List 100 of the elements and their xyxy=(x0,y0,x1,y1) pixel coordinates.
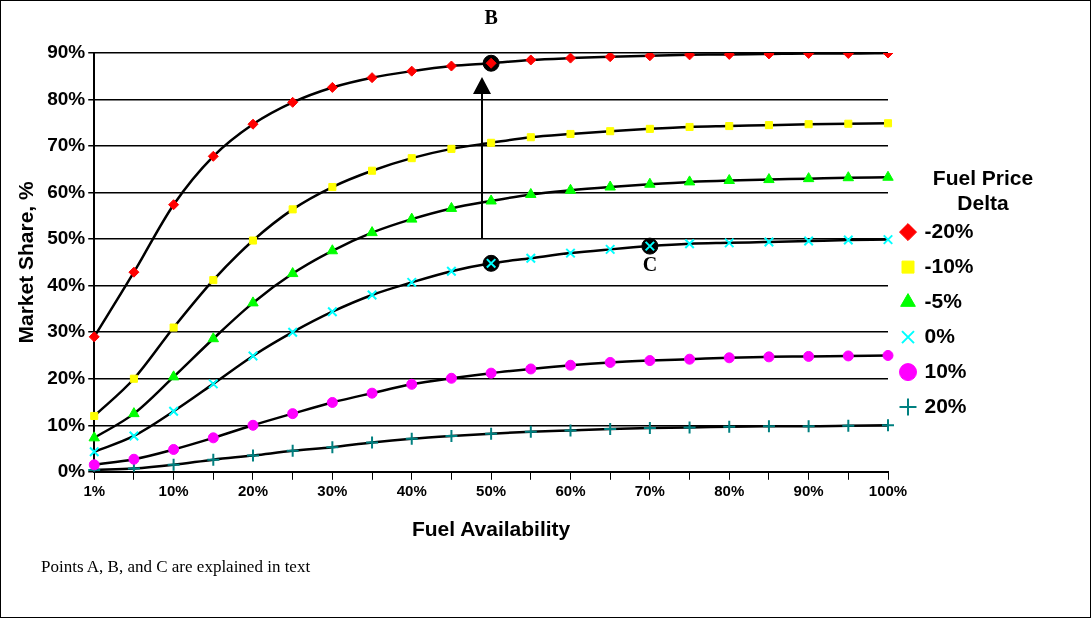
point xyxy=(484,426,499,441)
point xyxy=(881,418,895,433)
legend-title: Fuel Price Delta xyxy=(932,165,1034,214)
point xyxy=(406,65,418,77)
point xyxy=(841,418,856,433)
point xyxy=(366,387,378,399)
point xyxy=(326,244,339,255)
y-tick-label: 0% xyxy=(57,460,86,482)
point xyxy=(447,144,456,153)
point xyxy=(526,133,535,142)
point xyxy=(168,199,180,211)
point xyxy=(725,122,734,131)
point xyxy=(247,118,259,130)
point xyxy=(803,350,815,362)
point xyxy=(882,234,894,245)
point xyxy=(564,183,577,194)
point xyxy=(842,350,854,362)
point xyxy=(406,212,418,223)
point xyxy=(565,247,576,259)
point xyxy=(247,350,259,362)
point xyxy=(325,440,340,455)
point xyxy=(604,356,616,368)
point xyxy=(682,420,697,435)
legend-label: 20% xyxy=(924,393,967,417)
point xyxy=(683,175,696,186)
point xyxy=(90,411,99,420)
point xyxy=(326,81,338,93)
point xyxy=(128,453,140,465)
point xyxy=(406,277,417,288)
point xyxy=(645,124,654,133)
point xyxy=(128,430,140,442)
point xyxy=(247,296,259,307)
point xyxy=(206,452,221,467)
point xyxy=(564,359,576,371)
y-tick-label: 60% xyxy=(47,180,86,202)
point xyxy=(566,129,575,138)
point xyxy=(487,138,496,147)
point xyxy=(88,446,100,458)
point xyxy=(761,419,776,434)
x-tick-label: 30% xyxy=(317,481,348,499)
annotation: B xyxy=(484,6,498,29)
point xyxy=(167,370,180,381)
y-tick-label: 70% xyxy=(47,134,86,156)
point xyxy=(366,289,378,301)
point xyxy=(644,177,656,188)
point xyxy=(366,72,378,84)
point xyxy=(207,432,219,444)
point xyxy=(722,419,737,434)
point xyxy=(642,421,657,436)
y-tick-label: 90% xyxy=(47,41,86,63)
point xyxy=(802,172,815,183)
point xyxy=(604,244,616,255)
point xyxy=(844,119,853,128)
annotation: C xyxy=(642,253,658,276)
legend-label: -5% xyxy=(924,288,963,312)
point xyxy=(801,419,816,434)
y-tick-label: 30% xyxy=(47,320,86,342)
point xyxy=(763,173,775,184)
point xyxy=(445,60,457,72)
point xyxy=(525,252,537,264)
legend-label: -20% xyxy=(924,218,974,242)
point xyxy=(446,266,457,277)
point xyxy=(564,53,576,64)
point xyxy=(882,170,894,181)
point xyxy=(763,236,775,248)
point xyxy=(327,306,338,317)
text: Points A, B, and C are explained in text xyxy=(41,557,311,577)
point xyxy=(168,443,180,455)
point xyxy=(444,428,459,443)
point xyxy=(803,235,814,247)
y-tick-label: 50% xyxy=(47,227,86,249)
point xyxy=(604,180,616,191)
point xyxy=(247,419,259,431)
point xyxy=(128,407,140,418)
point xyxy=(445,372,457,384)
point xyxy=(604,53,616,63)
x-tick-label: 100% xyxy=(868,481,908,499)
point xyxy=(248,236,258,245)
point xyxy=(525,187,537,198)
point xyxy=(644,53,656,62)
point xyxy=(88,331,100,343)
x-tick-label: 20% xyxy=(237,481,268,499)
x-tick-label: 90% xyxy=(793,481,824,499)
point xyxy=(208,378,219,390)
point xyxy=(485,194,497,205)
point xyxy=(684,238,695,250)
point xyxy=(209,276,218,285)
point xyxy=(168,406,179,417)
point xyxy=(764,121,773,130)
y-tick-label: 10% xyxy=(47,413,86,435)
point xyxy=(603,421,618,436)
point xyxy=(485,367,497,379)
point xyxy=(523,424,538,439)
point xyxy=(404,431,419,446)
y-tick-label: 80% xyxy=(47,87,86,109)
x-tick-label: 40% xyxy=(396,481,427,499)
point xyxy=(525,363,537,375)
legend-label: -10% xyxy=(924,253,974,277)
point xyxy=(882,349,894,361)
point xyxy=(883,119,893,128)
